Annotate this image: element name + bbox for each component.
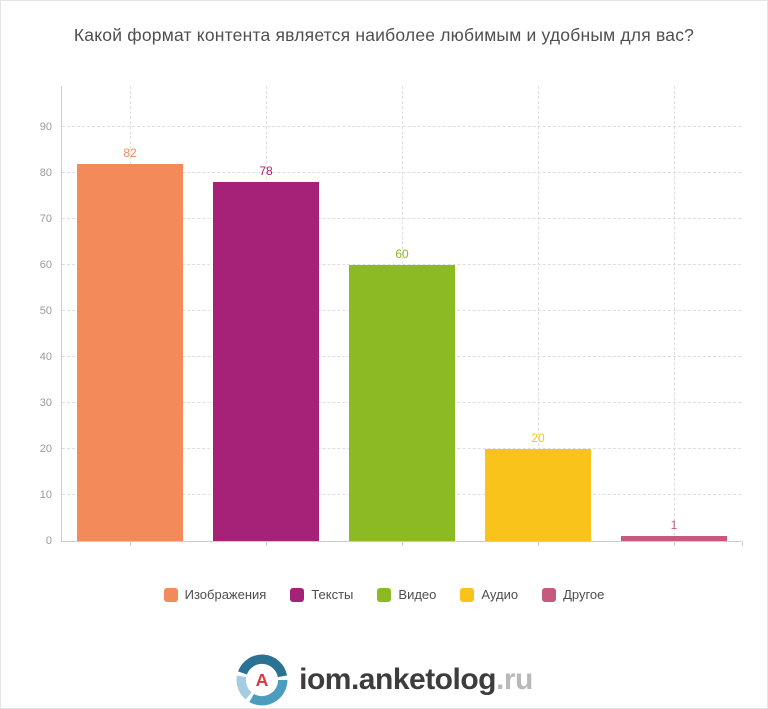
legend-item: Другое bbox=[542, 587, 604, 602]
legend-label: Видео bbox=[398, 587, 437, 602]
legend-label: Другое bbox=[563, 587, 605, 602]
bar-value-label: 1 bbox=[670, 518, 678, 533]
anketolog-logo-icon: A bbox=[235, 653, 289, 707]
legend-swatch bbox=[290, 587, 305, 602]
chart-title: Какой формат контента является наиболее … bbox=[73, 25, 695, 45]
legend-swatch bbox=[377, 587, 392, 602]
bar-тексты bbox=[213, 182, 319, 541]
brand-footer: A iom.anketolog.ru bbox=[1, 653, 767, 707]
bar-value-label: 82 bbox=[123, 145, 137, 160]
legend-item: Аудио bbox=[460, 587, 518, 602]
logo-letter: A bbox=[256, 670, 269, 690]
x-axis-tick bbox=[674, 541, 675, 546]
bar-другое bbox=[621, 536, 727, 541]
legend-item: Тексты bbox=[290, 587, 353, 602]
y-axis-tick-label: 80 bbox=[39, 167, 52, 179]
bar-value-label: 78 bbox=[259, 164, 273, 179]
brand-suffix-text: .ru bbox=[496, 663, 533, 696]
bar-value-label: 20 bbox=[531, 431, 545, 445]
bar-изображения bbox=[77, 163, 183, 541]
chart-legend: Изображения Тексты Видео Аудио Другое bbox=[1, 587, 767, 602]
x-axis-tick bbox=[402, 541, 403, 546]
y-axis-tick-label: 0 bbox=[45, 535, 52, 547]
bar-value-label: 60 bbox=[395, 247, 409, 261]
bar-аудио bbox=[485, 449, 591, 541]
plot-area: 0 10 20 30 40 50 60 70 80 90 82 78 60 20 1 bbox=[40, 86, 743, 547]
brand-main-text: iom.anketolog bbox=[299, 663, 496, 696]
gridline-vertical bbox=[538, 86, 539, 541]
legend-item: Видео bbox=[377, 587, 436, 602]
gridline-vertical bbox=[674, 86, 675, 541]
legend-swatch bbox=[163, 587, 178, 602]
brand-name: iom.anketolog.ru bbox=[299, 663, 533, 697]
legend-item: Изображения bbox=[163, 587, 267, 602]
y-axis-tick-label: 90 bbox=[39, 121, 52, 133]
legend-swatch bbox=[460, 587, 475, 602]
x-axis-tick bbox=[130, 541, 131, 546]
gridline-horizontal bbox=[62, 218, 741, 219]
legend-label: Тексты bbox=[311, 587, 354, 602]
y-axis-tick-label: 30 bbox=[39, 397, 52, 409]
y-axis-tick-label: 10 bbox=[39, 489, 52, 501]
bar-видео bbox=[349, 265, 455, 541]
x-axis-end-tick bbox=[742, 541, 743, 546]
gridline-horizontal bbox=[62, 172, 741, 173]
gridline-horizontal bbox=[62, 126, 741, 127]
y-axis-tick-label: 70 bbox=[39, 213, 52, 225]
legend-label: Аудио bbox=[481, 587, 519, 602]
y-axis-tick-label: 40 bbox=[39, 351, 52, 363]
x-axis-tick bbox=[538, 541, 539, 546]
y-axis-tick-label: 50 bbox=[39, 305, 52, 317]
legend-swatch bbox=[542, 587, 557, 602]
y-axis-tick-label: 60 bbox=[39, 259, 52, 271]
x-axis-tick bbox=[266, 541, 267, 546]
gridline-horizontal bbox=[62, 264, 741, 265]
y-axis-tick-label: 20 bbox=[39, 443, 52, 455]
legend-label: Изображения bbox=[184, 587, 267, 602]
